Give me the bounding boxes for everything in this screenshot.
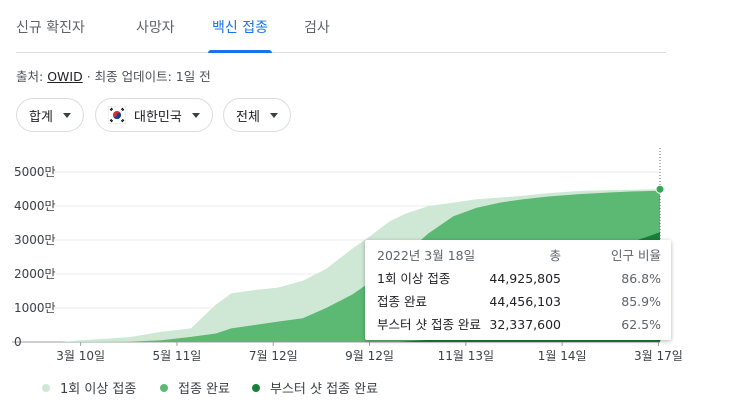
chart-cursor — [655, 148, 665, 342]
cursor-point — [655, 184, 665, 194]
tab-deaths[interactable]: 사망자 — [136, 20, 175, 36]
chart-tooltip: 2022년 3월 18일 총 인구 비율 1회 이상 접종 44,925,805… — [365, 240, 671, 340]
legend-dot-icon — [42, 383, 50, 392]
last-updated: · 최종 업데이트: 1일 전 — [86, 69, 211, 84]
tooltip-row-ratio: 86.8% — [621, 271, 661, 286]
y-tick-label: 3000만 — [14, 233, 56, 247]
tooltip-row-total: 44,925,805 — [489, 271, 561, 286]
y-tick-label: 4000만 — [14, 199, 56, 213]
tab-new-cases[interactable]: 신규 확진자 — [16, 20, 85, 36]
tooltip-row-label: 접종 완료 — [377, 294, 427, 309]
caret-down-icon — [269, 112, 278, 118]
x-tick-label: 1월 14일 — [538, 349, 587, 363]
tooltip-row-total: 32,337,600 — [489, 317, 561, 332]
x-tick-label: 9월 12일 — [345, 349, 394, 363]
legend-label: 1회 이상 접종 — [60, 382, 137, 397]
x-tick-label: 11월 13일 — [438, 349, 494, 363]
tooltip-row-one-dose: 1회 이상 접종 44,925,805 86.8% — [377, 269, 661, 289]
tooltip-row-full: 접종 완료 44,456,103 85.9% — [377, 292, 661, 312]
korea-flag-icon — [108, 106, 126, 124]
legend-dot-icon — [160, 383, 168, 392]
tooltip-row-booster: 부스터 샷 접종 완료 32,337,600 62.5% — [377, 315, 661, 335]
y-tick-label: 2000만 — [14, 267, 56, 281]
y-axis: 0 1000만 2000만 3000만 4000만 5000만 — [14, 165, 56, 349]
tooltip-row-total: 44,456,103 — [489, 294, 561, 309]
tooltip-date: 2022년 3월 18일 — [377, 248, 476, 263]
tooltip-header: 2022년 3월 18일 총 인구 비율 — [377, 246, 661, 266]
legend-dot-icon — [252, 383, 260, 392]
legend-label: 접종 완료 — [178, 382, 230, 397]
source-line: 출처: OWID · 최종 업데이트: 1일 전 — [16, 66, 211, 85]
tooltip-row-ratio: 62.5% — [621, 317, 661, 332]
tooltip-row-ratio: 85.9% — [621, 294, 661, 309]
legend-item-one-dose[interactable]: 1회 이상 접종 — [42, 378, 136, 397]
source-prefix: 출처: — [16, 69, 44, 84]
metric-dropdown[interactable]: 합계 — [16, 98, 84, 132]
legend-label: 부스터 샷 접종 완료 — [270, 382, 379, 397]
tab-bar: 신규 확진자 사망자 백신 접종 검사 — [16, 0, 666, 53]
source-link[interactable]: OWID — [47, 69, 83, 84]
x-tick-label: 3월 10일 — [56, 349, 105, 363]
y-tick-label: 0 — [14, 335, 22, 349]
tooltip-row-label: 부스터 샷 접종 완료 — [377, 317, 481, 332]
tooltip-row-label: 1회 이상 접종 — [377, 271, 451, 286]
x-axis: 3월 10일 5월 11일 7월 12일 9월 12일 11월 13일 1월 14일 3월 … — [56, 342, 683, 363]
metric-label: 합계 — [29, 109, 53, 125]
tab-vaccination[interactable]: 백신 접종 — [208, 0, 272, 53]
y-tick-label: 1000만 — [14, 301, 56, 315]
x-tick-label: 3월 17일 — [634, 349, 683, 363]
tooltip-col-ratio: 인구 비율 — [611, 248, 661, 263]
country-dropdown[interactable]: 대한민국 — [95, 98, 213, 132]
x-tick-label: 5월 11일 — [153, 349, 202, 363]
caret-down-icon — [62, 112, 71, 118]
legend-item-full[interactable]: 접종 완료 — [160, 378, 230, 397]
scope-dropdown[interactable]: 전체 — [223, 98, 291, 132]
caret-down-icon — [191, 112, 200, 118]
x-tick-label: 7월 12일 — [249, 349, 298, 363]
scope-label: 전체 — [236, 109, 260, 125]
y-tick-label: 5000만 — [14, 165, 56, 179]
tab-testing[interactable]: 검사 — [304, 20, 330, 36]
legend-item-booster[interactable]: 부스터 샷 접종 완료 — [252, 378, 378, 397]
tooltip-col-total: 총 — [549, 248, 561, 263]
country-label: 대한민국 — [134, 109, 182, 125]
